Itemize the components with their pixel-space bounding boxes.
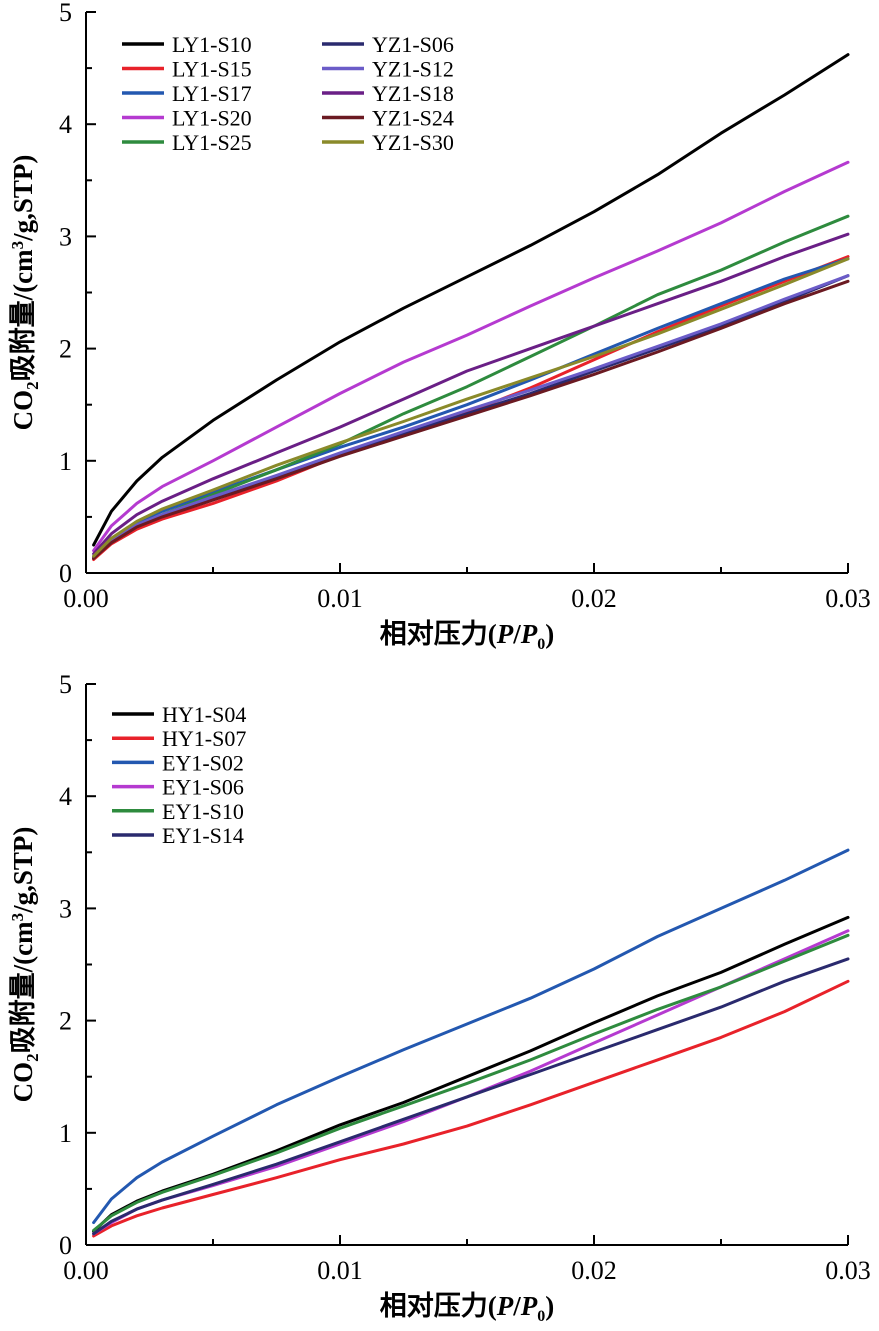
legend-label: YZ1-S24 <box>372 106 454 131</box>
legend-label: YZ1-S18 <box>372 81 454 106</box>
legend-label: EY1-S14 <box>162 823 244 848</box>
x-tick-label: 0.03 <box>825 1256 871 1285</box>
y-tick-label: 3 <box>59 222 72 251</box>
legend-label: YZ1-S30 <box>372 130 454 155</box>
series-line-ey1-s10 <box>92 933 850 1232</box>
series-line-yz1-s24 <box>92 279 850 560</box>
chart-panel-2: 0 1 2 3 4 5 0.00 0.01 0.02 0.03 相对压力(P/P0) CO2吸附量/(… <box>8 670 871 1325</box>
series-line-ly1-s25 <box>92 214 850 560</box>
series-line-hy1-s04 <box>92 915 850 1233</box>
series-line-yz1-s12 <box>92 274 850 559</box>
series-line-ey1-s02 <box>92 848 850 1225</box>
y-tick-label: 2 <box>59 1007 72 1036</box>
series-line-ly1-s20 <box>92 160 850 553</box>
y-tick-label: 5 <box>59 0 72 27</box>
legend-label: YZ1-S06 <box>372 32 454 57</box>
legend-label: LY1-S25 <box>172 130 252 155</box>
y-tick-label: 5 <box>59 670 72 699</box>
y-tick-label: 4 <box>59 782 72 811</box>
legend-label: HY1-S04 <box>162 702 246 727</box>
x-tick-label: 0.03 <box>825 584 871 613</box>
x-axis-title: 相对压力(P/P0) <box>380 1291 555 1325</box>
y-tick-label: 0 <box>59 1231 72 1260</box>
y-tick-label: 0 <box>59 559 72 588</box>
legend-label: LY1-S15 <box>172 57 252 82</box>
legend-label: YZ1-S12 <box>372 57 454 82</box>
series-line-hy1-s07 <box>92 979 850 1238</box>
legend-label: EY1-S02 <box>162 750 244 775</box>
legend-label: EY1-S10 <box>162 799 244 824</box>
y-tick-label: 1 <box>59 447 72 476</box>
y-tick-label: 4 <box>59 110 72 139</box>
series-line-yz1-s18 <box>92 232 850 556</box>
series-line-yz1-s30 <box>92 257 850 558</box>
legend-label: HY1-S07 <box>162 726 246 751</box>
x-axis-title: 相对压力(P/P0) <box>380 619 555 653</box>
x-tick-label: 0.01 <box>317 584 363 613</box>
legend-label: LY1-S10 <box>172 32 252 57</box>
legend-label: LY1-S20 <box>172 106 252 131</box>
x-tick-label: 0.02 <box>571 1256 617 1285</box>
legend-label: LY1-S17 <box>172 81 252 106</box>
x-tick-label: 0.02 <box>571 584 617 613</box>
legend-label: EY1-S06 <box>162 775 244 800</box>
x-tick-label: 0.01 <box>317 1256 363 1285</box>
chart-panel-1: 0 1 2 3 4 5 0.00 0.01 0.02 0.03 相对压力(P/P0) CO2吸附量/(… <box>8 0 871 653</box>
series-line-ey1-s14 <box>92 957 850 1236</box>
x-tick-label: 0.00 <box>63 584 109 613</box>
series-line-ly1-s10 <box>92 53 850 547</box>
y-tick-label: 1 <box>59 1119 72 1148</box>
y-tick-label: 2 <box>59 335 72 364</box>
y-axis-title: CO2吸附量/(cm3/g,STP) <box>8 827 42 1103</box>
y-tick-label: 3 <box>59 894 72 923</box>
x-tick-label: 0.00 <box>63 1256 109 1285</box>
y-axis-title: CO2吸附量/(cm3/g,STP) <box>8 155 42 431</box>
